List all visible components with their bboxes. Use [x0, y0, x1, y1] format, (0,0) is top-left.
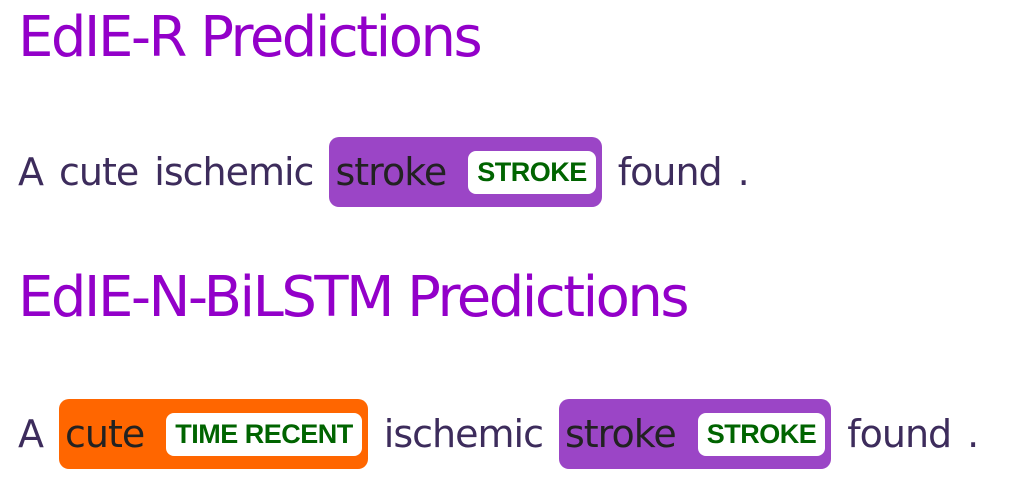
edie-r-sentence: A cute ischemic stroke STROKE found . — [18, 136, 750, 208]
edie-r-heading: EdIE-R Predictions — [18, 5, 483, 70]
entity-label-stroke: STROKE — [468, 150, 596, 194]
token-cute: cute — [59, 150, 139, 194]
token-found: found — [847, 412, 952, 456]
token-ischemic: ischemic — [154, 150, 314, 194]
edie-n-bilstm-sentence: A cute TIME RECENT ischemic stroke STROK… — [18, 398, 979, 470]
token-a: A — [18, 150, 44, 194]
entity-stroke[interactable]: stroke STROKE — [329, 137, 602, 207]
entity-text: stroke — [564, 412, 677, 456]
entity-label-stroke: STROKE — [697, 412, 826, 456]
entity-time-recent[interactable]: cute TIME RECENT — [59, 399, 368, 469]
entity-label-time-recent: TIME RECENT — [166, 412, 362, 456]
entity-text: stroke — [335, 150, 447, 194]
token-found: found — [617, 150, 723, 194]
entity-stroke[interactable]: stroke STROKE — [558, 399, 832, 469]
token-period: . — [967, 412, 979, 456]
entity-text: cute — [65, 412, 145, 456]
token-ischemic: ischemic — [383, 412, 544, 456]
token-period: . — [737, 150, 750, 194]
token-a: A — [18, 412, 44, 456]
edie-n-bilstm-heading: EdIE-N-BiLSTM Predictions — [18, 265, 690, 330]
